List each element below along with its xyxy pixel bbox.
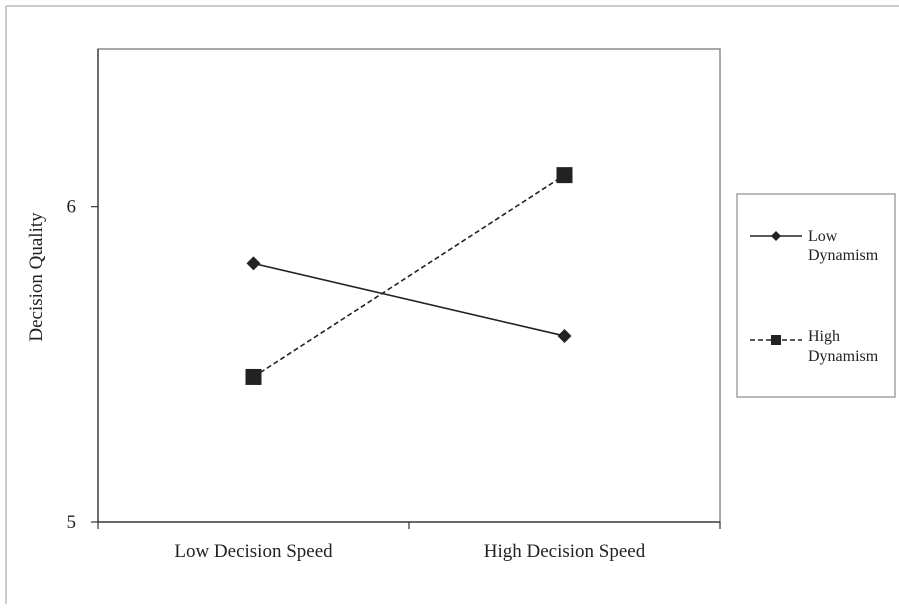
y-axis-title: Decision Quality [26, 212, 47, 342]
x-tick-label-0: Low Decision Speed [174, 541, 333, 562]
plot-area [97, 48, 721, 523]
legend-box [736, 193, 896, 398]
legend-label-low-dynamism-line1: Low [808, 228, 838, 245]
legend: Low Dynamism High Dynamism [736, 193, 896, 398]
y-tick-label-1: 6 [67, 197, 77, 218]
data-point-high-dynamism-0 [245, 368, 262, 385]
legend-label-high-dynamism-line1: High [808, 328, 840, 345]
legend-label-high-dynamism-line2: Dynamism [808, 348, 879, 365]
data-point-low-dynamism-1 [557, 328, 572, 343]
x-tick-label-1: High Decision Speed [484, 541, 646, 562]
y-tick-label-0: 5 [67, 512, 77, 533]
legend-marker-low-dynamism [771, 231, 781, 241]
series-line-high-dynamism [253, 174, 565, 378]
legend-marker-high-dynamism [771, 335, 781, 345]
data-point-high-dynamism-1 [556, 167, 573, 184]
series-layer [245, 167, 573, 385]
ticks-layer: 5 6 Low Decision Speed High Decision Speed [67, 197, 721, 562]
data-point-low-dynamism-0 [246, 256, 261, 271]
series-line-low-dynamism [253, 262, 565, 337]
legend-label-low-dynamism-line2: Dynamism [808, 247, 879, 264]
